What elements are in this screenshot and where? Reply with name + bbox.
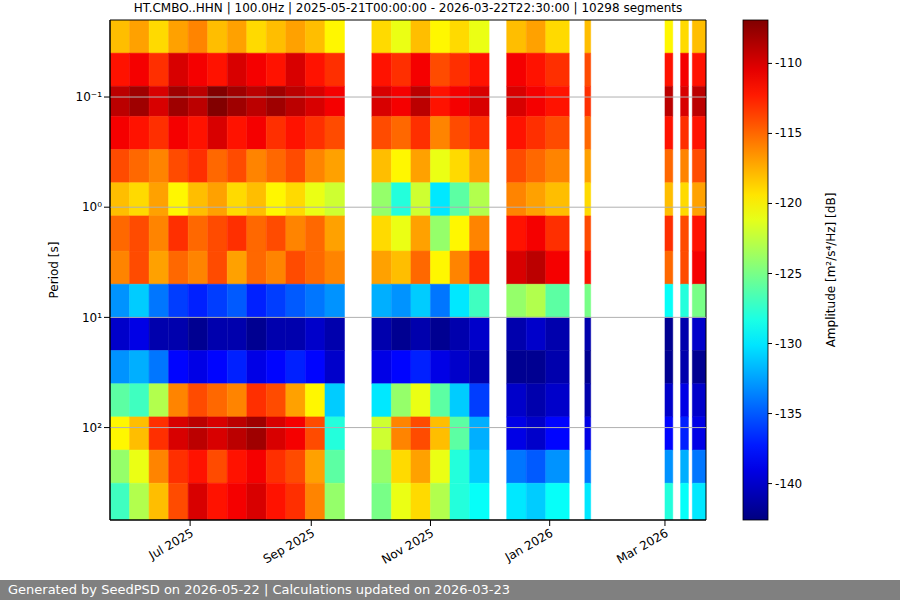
svg-text:10⁰: 10⁰ <box>82 200 102 214</box>
svg-text:Nov 2025: Nov 2025 <box>379 526 436 567</box>
svg-text:-140: -140 <box>775 477 802 491</box>
svg-text:-120: -120 <box>775 196 802 210</box>
svg-text:-135: -135 <box>775 407 802 421</box>
svg-text:Amplitude [m²/s⁴/Hz] [dB]: Amplitude [m²/s⁴/Hz] [dB] <box>824 193 838 348</box>
svg-text:-130: -130 <box>775 337 802 351</box>
svg-text:Mar 2026: Mar 2026 <box>614 526 670 567</box>
svg-text:10¹: 10¹ <box>82 311 102 325</box>
svg-text:Sep 2025: Sep 2025 <box>261 526 317 567</box>
svg-text:10⁻¹: 10⁻¹ <box>76 90 103 104</box>
svg-text:10²: 10² <box>82 421 102 435</box>
svg-text:-115: -115 <box>775 126 802 140</box>
svg-text:Jul 2025: Jul 2025 <box>146 526 196 563</box>
svg-text:-110: -110 <box>775 56 802 70</box>
html-text:HT.CMBO..HHN | 100.0Hz | 2025-: HT.CMBO..HHN | 100.0Hz | 2025-05-21T00:0… <box>133 1 683 15</box>
html-text:Generated by SeedPSD on 2026-0: Generated by SeedPSD on 2026-05-22 | Cal… <box>8 582 510 597</box>
svg-text:Jan 2026: Jan 2026 <box>502 526 556 565</box>
svg-text:-125: -125 <box>775 267 802 281</box>
svg-text:Period [s]: Period [s] <box>47 242 61 299</box>
